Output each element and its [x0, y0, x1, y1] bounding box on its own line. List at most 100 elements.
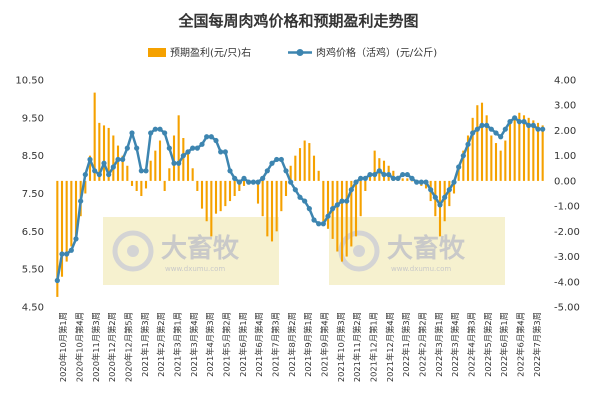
profit-bar [462, 150, 465, 181]
x-tick-label: 2020年12月第2周 [107, 312, 117, 382]
watermark-url: www.dxumu.com [165, 265, 225, 273]
right-tick-label: 2.00 [554, 126, 576, 137]
profit-bar [508, 122, 512, 181]
profit-bar [466, 135, 470, 181]
profit-bar [410, 180, 414, 182]
profit-bar [154, 150, 157, 181]
x-tick-label: 2021年5月第2周 [222, 312, 232, 377]
price-point [320, 221, 326, 227]
x-tick-label: 2021年9月第4周 [320, 312, 330, 377]
left-tick-label: 6.50 [22, 227, 44, 238]
x-tick-label: 2021年3月第4周 [189, 312, 199, 377]
profit-bar [513, 117, 516, 181]
profit-bar [298, 148, 302, 181]
legend-bar-swatch [148, 48, 166, 57]
price-point [390, 175, 396, 181]
profit-bar [522, 115, 526, 181]
legend-bar-label: 预期盈利(元/只)右 [170, 46, 251, 59]
x-tick-label: 2021年9月第1周 [303, 312, 313, 377]
price-point [264, 168, 270, 174]
profit-bar [373, 150, 376, 181]
profit-bar [532, 120, 535, 181]
profit-bar [210, 180, 213, 237]
price-point [157, 126, 163, 132]
price-point [208, 134, 214, 140]
x-tick-label: 2020年10月第1周 [58, 312, 68, 382]
chart-title: 全国每周肉鸡价格和预期盈利走势图 [177, 12, 418, 30]
x-tick-label: 2022年7月第3周 [532, 312, 542, 377]
price-point [470, 130, 476, 136]
x-tick-label: 2022年5月第2周 [483, 312, 493, 377]
profit-bar [84, 180, 87, 194]
price-point [213, 137, 219, 144]
watermark-logo-dot [127, 245, 139, 257]
price-point [143, 168, 149, 174]
price-point [204, 134, 210, 140]
x-tick-label: 2022年1月第3周 [401, 312, 411, 377]
x-tick-label: 2021年12月第4周 [385, 312, 395, 382]
profit-bar [163, 180, 166, 191]
right-tick-label: -4.00 [554, 277, 580, 288]
right-tick-label: -2.00 [554, 227, 580, 238]
right-tick-label: 3.00 [554, 101, 576, 112]
profit-bar [359, 180, 362, 217]
price-point [488, 126, 494, 132]
profit-bar [382, 160, 386, 181]
profit-bar [102, 125, 106, 181]
profit-bar [471, 117, 474, 181]
profit-bar [224, 180, 227, 207]
profit-bar [476, 105, 479, 181]
price-point [87, 156, 93, 163]
left-tick-label: 9.50 [22, 113, 44, 124]
left-tick-label: 7.50 [22, 189, 44, 200]
x-axis: 2020年10月第1周 2020年10月第4周 2020年11月第3周 2020年12… [58, 312, 542, 382]
profit-bar [308, 143, 311, 181]
profit-bar [60, 180, 64, 277]
right-tick-label: 1.00 [554, 151, 576, 162]
price-point [59, 251, 65, 257]
price-point [246, 179, 252, 185]
watermark-text: 大畜牧 [387, 233, 466, 264]
x-tick-label: 2020年11月第3周 [91, 312, 101, 382]
price-point [78, 198, 84, 204]
profit-bar [438, 180, 442, 237]
profit-bar [98, 122, 101, 181]
profit-bar [401, 178, 404, 181]
x-tick-label: 2022年3月第1周 [434, 312, 444, 377]
right-axis: -5.00 -4.00 -3.00 -2.00 -1.00 0.00 1.00 2.00 3.0… [554, 76, 580, 314]
price-point [106, 171, 112, 178]
price-point [372, 171, 378, 178]
x-tick-label: 2021年1月第3周 [140, 312, 150, 377]
price-point [474, 126, 480, 132]
profit-bar [93, 92, 96, 181]
legend-line-marker [296, 49, 304, 56]
profit-bar [457, 168, 460, 181]
profit-bar [168, 168, 171, 181]
profit-bar [135, 180, 138, 191]
right-tick-label: -3.00 [554, 252, 580, 263]
x-tick-label: 2022年3月第4周 [450, 312, 460, 377]
profit-bar [443, 180, 446, 222]
price-point [526, 122, 532, 128]
price-point [530, 122, 536, 128]
profit-bar [116, 145, 120, 181]
price-point [451, 179, 457, 185]
profit-bar [140, 180, 143, 197]
profit-bar [294, 155, 297, 181]
price-point [199, 141, 205, 147]
profit-bar [219, 180, 222, 212]
price-point [306, 206, 312, 212]
profit-bar [74, 180, 78, 237]
price-point [110, 164, 116, 170]
price-point [176, 160, 182, 166]
price-point [381, 171, 387, 178]
price-point [260, 175, 266, 181]
price-point [171, 160, 177, 166]
price-line [54, 115, 546, 284]
profit-bar [326, 180, 330, 229]
profit-bar [289, 165, 292, 181]
price-point [227, 168, 233, 174]
profit-bar [504, 140, 507, 181]
price-point [82, 171, 88, 178]
price-point [498, 134, 504, 140]
